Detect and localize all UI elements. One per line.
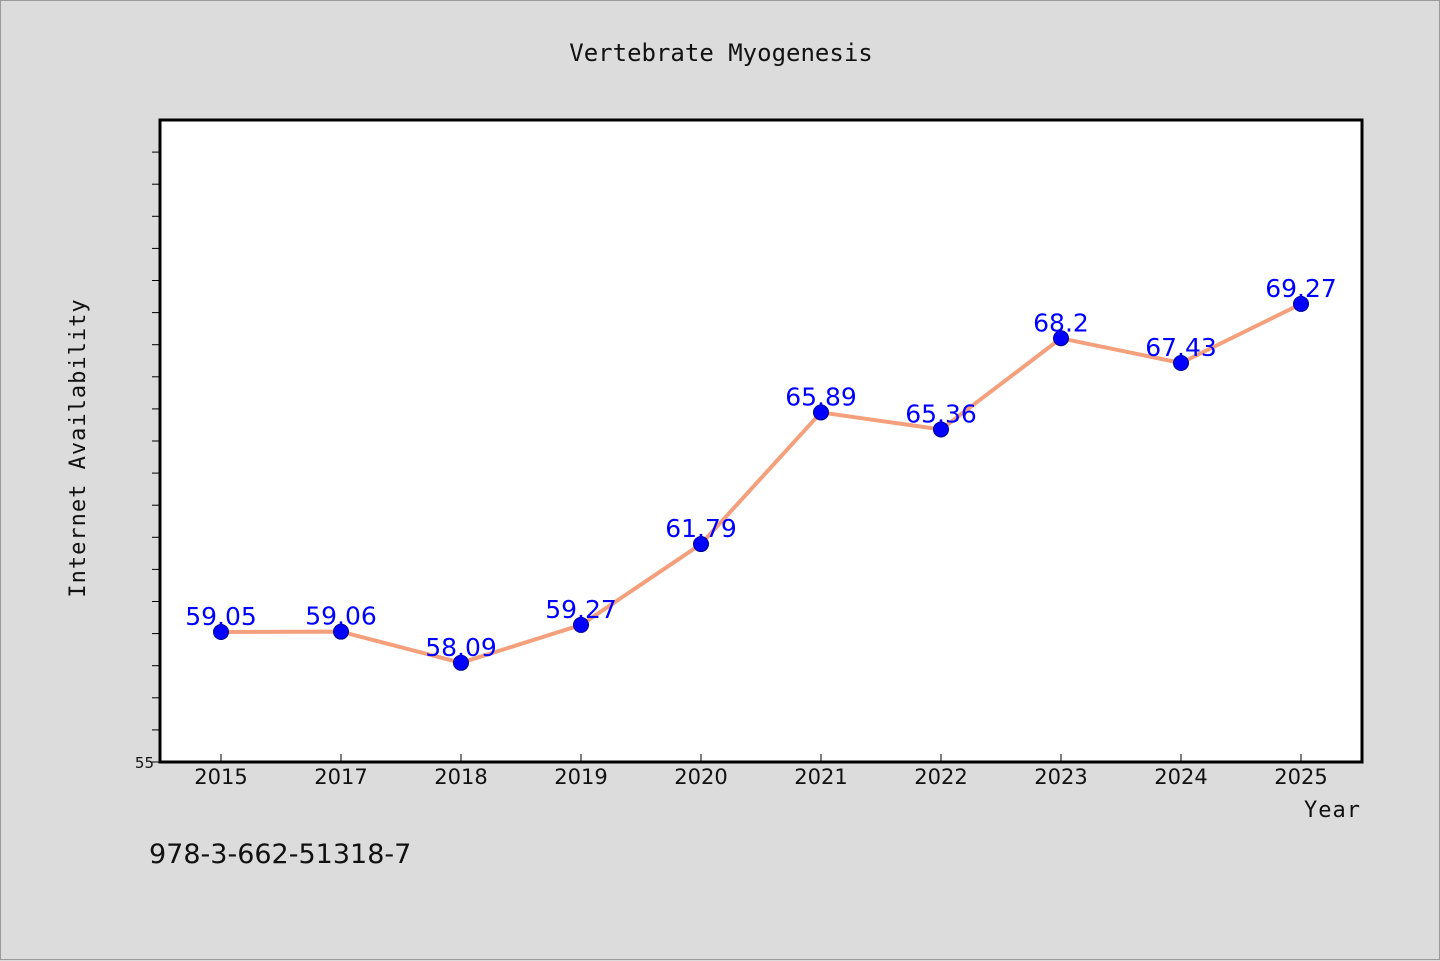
x-tick-label: 2024 [1154,765,1207,789]
data-label: 59.27 [545,595,617,624]
y-axis-ticks: 55 [135,151,160,772]
data-point [933,421,949,438]
data-label-layer: 59.05 59.06 58.09 59.27 61.79 65.89 65.36 68.2 6… [185,274,1337,662]
data-point [453,654,469,671]
x-tick-label: 2021 [794,765,847,789]
x-tick-label: 2023 [1034,765,1087,789]
x-tick-label: 2019 [554,765,607,789]
data-point [813,404,829,421]
data-label: 59.05 [185,602,257,631]
isbn-text: 978-3-662-51318-7 [149,839,411,870]
series-layer [213,295,1309,671]
x-tick-label: 2018 [434,765,487,789]
x-axis-label: Year [1304,798,1361,823]
x-tick-label: 2015 [194,765,247,789]
data-label: 65.89 [785,382,857,411]
data-point [1173,354,1189,371]
x-axis-ticks: 2015 2017 2018 2019 2020 2021 2022 2023 2024 2025 [194,754,1328,789]
data-label: 58.09 [425,633,497,662]
x-tick-label: 2025 [1274,765,1327,789]
data-point [1293,295,1309,312]
data-point [573,616,589,633]
data-label: 65.36 [905,399,977,428]
series-line [219,301,1303,665]
data-label: 59.06 [305,602,377,631]
data-point [1053,330,1069,347]
chart-title: Vertebrate Myogenesis [569,39,872,67]
y-tick-label: 55 [135,754,154,772]
plot-area [158,118,1364,764]
data-label: 68.2 [1033,308,1089,337]
x-tick-label: 2017 [314,765,367,789]
data-label: 67.43 [1145,333,1217,362]
x-tick-label: 2020 [674,765,727,789]
data-point [213,623,229,640]
x-tick-label: 2022 [914,765,967,789]
data-point [693,536,709,553]
data-label: 69.27 [1265,274,1337,303]
y-axis-label: Internet Availability [66,298,91,597]
data-label: 61.79 [665,514,737,543]
data-point [333,623,349,640]
